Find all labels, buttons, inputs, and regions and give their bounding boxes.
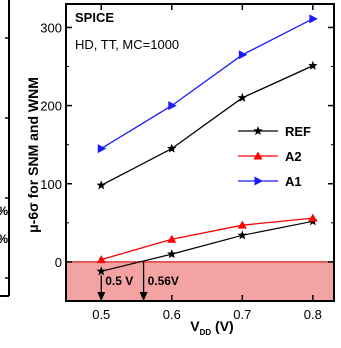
data-point-ref-low bbox=[96, 266, 107, 276]
series-line-ref-low bbox=[101, 220, 313, 272]
adjacent-panel-fragment: % % bbox=[0, 0, 10, 297]
data-point-a1 bbox=[97, 144, 107, 154]
y-tick-label: 300 bbox=[40, 20, 62, 35]
x-axis-label-main: V bbox=[190, 318, 200, 334]
x-axis-label-unit: (V) bbox=[211, 318, 234, 334]
legend-marker bbox=[254, 176, 263, 186]
data-point-ref bbox=[308, 60, 318, 70]
adjacent-panel-text-2: % bbox=[0, 232, 8, 246]
y-tick-label: 0 bbox=[55, 255, 62, 270]
data-point-a1 bbox=[168, 101, 177, 111]
series-line-a1 bbox=[100, 18, 314, 150]
legend: REF A2 A1 bbox=[238, 124, 311, 189]
plot-frame bbox=[65, 3, 335, 302]
y-tick-label: 100 bbox=[40, 177, 62, 192]
data-point-a2 bbox=[167, 234, 177, 243]
data-point-ref-low bbox=[167, 249, 177, 259]
series-line-a2 bbox=[101, 217, 313, 261]
legend-label: A2 bbox=[285, 149, 302, 164]
data-point-a2 bbox=[308, 213, 318, 222]
annotation-label: 0.5 V bbox=[105, 274, 133, 288]
data-point-a2 bbox=[237, 220, 247, 229]
x-tick-label: 0.5 bbox=[92, 307, 110, 322]
data-point-a2 bbox=[96, 255, 106, 264]
data-point-ref bbox=[96, 180, 107, 190]
data-point-ref bbox=[237, 92, 248, 102]
legend-marker bbox=[253, 126, 263, 136]
y-tick-label: 200 bbox=[40, 99, 62, 114]
data-point-a1 bbox=[309, 14, 318, 24]
data-point-ref-low bbox=[237, 230, 248, 240]
legend-label: REF bbox=[285, 124, 311, 139]
series-line-ref bbox=[100, 65, 314, 186]
chart-title: SPICE bbox=[75, 10, 114, 25]
x-tick-label: 0.7 bbox=[233, 307, 251, 322]
x-tick-label: 0.8 bbox=[304, 307, 322, 322]
legend-marker bbox=[253, 151, 263, 160]
annotation-arrow-head bbox=[139, 292, 148, 301]
x-axis-label: VDD (V) bbox=[190, 318, 233, 337]
y-axis-label: μ-6σ for SNM and WNM bbox=[25, 77, 41, 233]
data-point-a1 bbox=[238, 50, 248, 60]
legend-label: A1 bbox=[285, 174, 302, 189]
x-tick-label: 0.6 bbox=[163, 307, 181, 322]
chart-subtitle: HD, TT, MC=1000 bbox=[75, 37, 179, 52]
data-point-ref bbox=[167, 143, 177, 153]
adjacent-panel-text-1: % bbox=[0, 204, 8, 218]
annotation-label: 0.56V bbox=[148, 274, 179, 288]
x-axis-label-subscript: DD bbox=[200, 328, 212, 337]
